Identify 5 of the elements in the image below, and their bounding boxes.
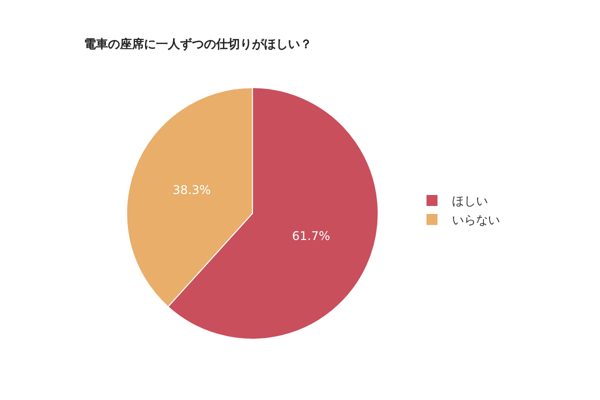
- data-label: 38.3%: [172, 183, 211, 198]
- legend-label: ほしい: [452, 194, 488, 208]
- legend-label: いらない: [452, 213, 500, 228]
- data-label: 61.7%: [292, 229, 330, 244]
- chart-title: 電車の座席に一人ずつの仕切りがほしい？: [84, 37, 312, 51]
